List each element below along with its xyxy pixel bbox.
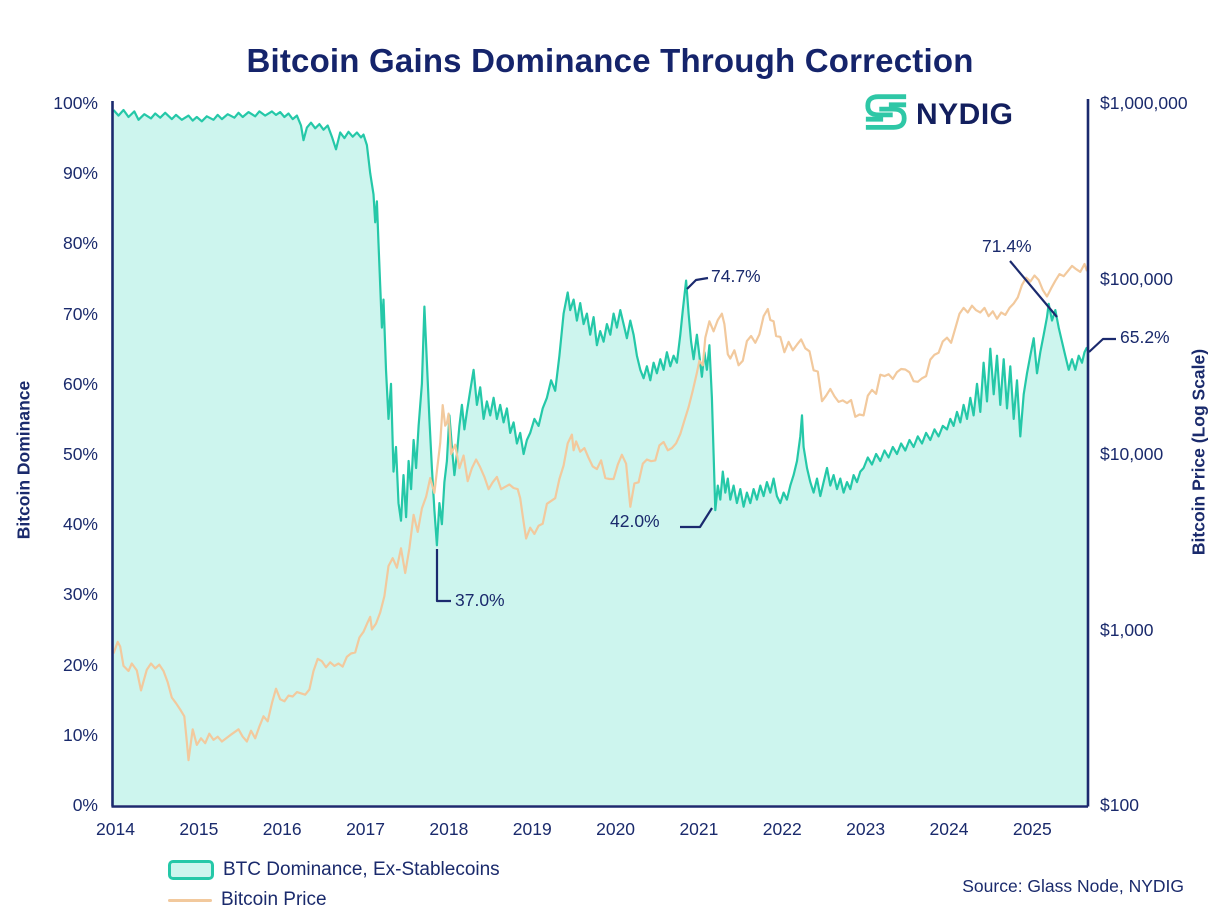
annotation-label-65.2%: 65.2% (1120, 327, 1170, 347)
x-axis-tick-2020: 2020 (596, 819, 636, 839)
left-axis-tick-80: 80% (62, 233, 98, 254)
left-axis-tick-50: 50% (62, 444, 98, 464)
legend-swatch-price (168, 898, 212, 902)
x-axis-tick-2017: 2017 (346, 819, 385, 839)
right-axis-tick-1000: $1,000 (1100, 619, 1154, 640)
right-axis-tick-1000000: $1,000,000 (1100, 93, 1188, 113)
right-axis-tick-10000: $10,000 (1100, 444, 1164, 464)
x-axis-tick-2023: 2023 (846, 819, 886, 839)
source-note: Source: Glass Node, NYDIG (962, 876, 1184, 896)
dominance-area-fill (113, 110, 1087, 805)
x-axis-tick-2022: 2022 (762, 819, 802, 839)
nydig-logo-icon (863, 90, 909, 139)
annotation-leader-42.0% (680, 507, 713, 529)
annotation-label-71.4%: 71.4% (982, 236, 1032, 256)
legend-label-dominance: BTC Dominance, Ex-Stablecoins (223, 859, 500, 880)
nydig-logo: NYDIG (863, 90, 1014, 139)
nydig-logo-text: NYDIG (916, 97, 1014, 131)
annotation-leader-74.7% (686, 276, 709, 290)
right-axis-tick-100000: $100,000 (1100, 268, 1173, 289)
annotation-label-37.0%: 37.0% (455, 590, 505, 610)
annotation-leader-65.2% (1088, 337, 1116, 353)
left-axis-tick-70: 70% (62, 303, 98, 324)
left-axis-tick-100: 100% (53, 93, 98, 113)
left-axis-tick-20: 20% (62, 654, 98, 675)
left-axis-tick-0: 0% (72, 795, 98, 815)
dominance-line (112, 108, 1088, 547)
chart-title: Bitcoin Gains Dominance Through Correcti… (246, 42, 974, 80)
x-axis-tick-2015: 2015 (179, 819, 219, 839)
legend-label-price: Bitcoin Price (221, 889, 327, 910)
price-line (112, 262, 1089, 762)
legend-swatch-dominance (168, 860, 214, 880)
annotation-leader-37.0% (435, 549, 451, 603)
x-axis-tick-2025: 2025 (1012, 819, 1052, 839)
legend-item-dominance: BTC Dominance, Ex-Stablecoins (168, 855, 500, 885)
annotation-label-74.7%: 74.7% (711, 266, 761, 286)
left-axis-tick-30: 30% (62, 584, 98, 605)
legend-item-price: Bitcoin Price (168, 885, 500, 915)
left-axis-tick-60: 60% (62, 373, 98, 394)
left-axis-tick-40: 40% (62, 514, 98, 535)
x-axis-tick-2019: 2019 (512, 819, 552, 839)
x-axis-tick-2018: 2018 (429, 819, 469, 839)
legend: BTC Dominance, Ex-Stablecoins Bitcoin Pr… (168, 855, 500, 915)
x-axis-tick-2016: 2016 (262, 819, 302, 839)
x-axis-tick-2021: 2021 (679, 819, 719, 839)
x-axis-tick-2024: 2024 (929, 819, 969, 839)
annotation-label-42.0%: 42.0% (610, 511, 660, 531)
annotation-leader-71.4% (1009, 260, 1058, 318)
right-axis-tick-100: $100 (1100, 795, 1139, 815)
left-axis-tick-10: 10% (62, 724, 98, 745)
left-axis-tick-90: 90% (62, 163, 98, 184)
x-axis-tick-2014: 2014 (96, 819, 135, 839)
